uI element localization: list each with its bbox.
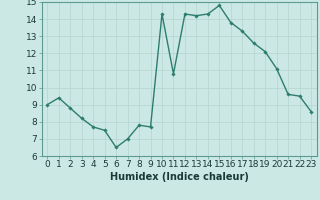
X-axis label: Humidex (Indice chaleur): Humidex (Indice chaleur) xyxy=(110,172,249,182)
